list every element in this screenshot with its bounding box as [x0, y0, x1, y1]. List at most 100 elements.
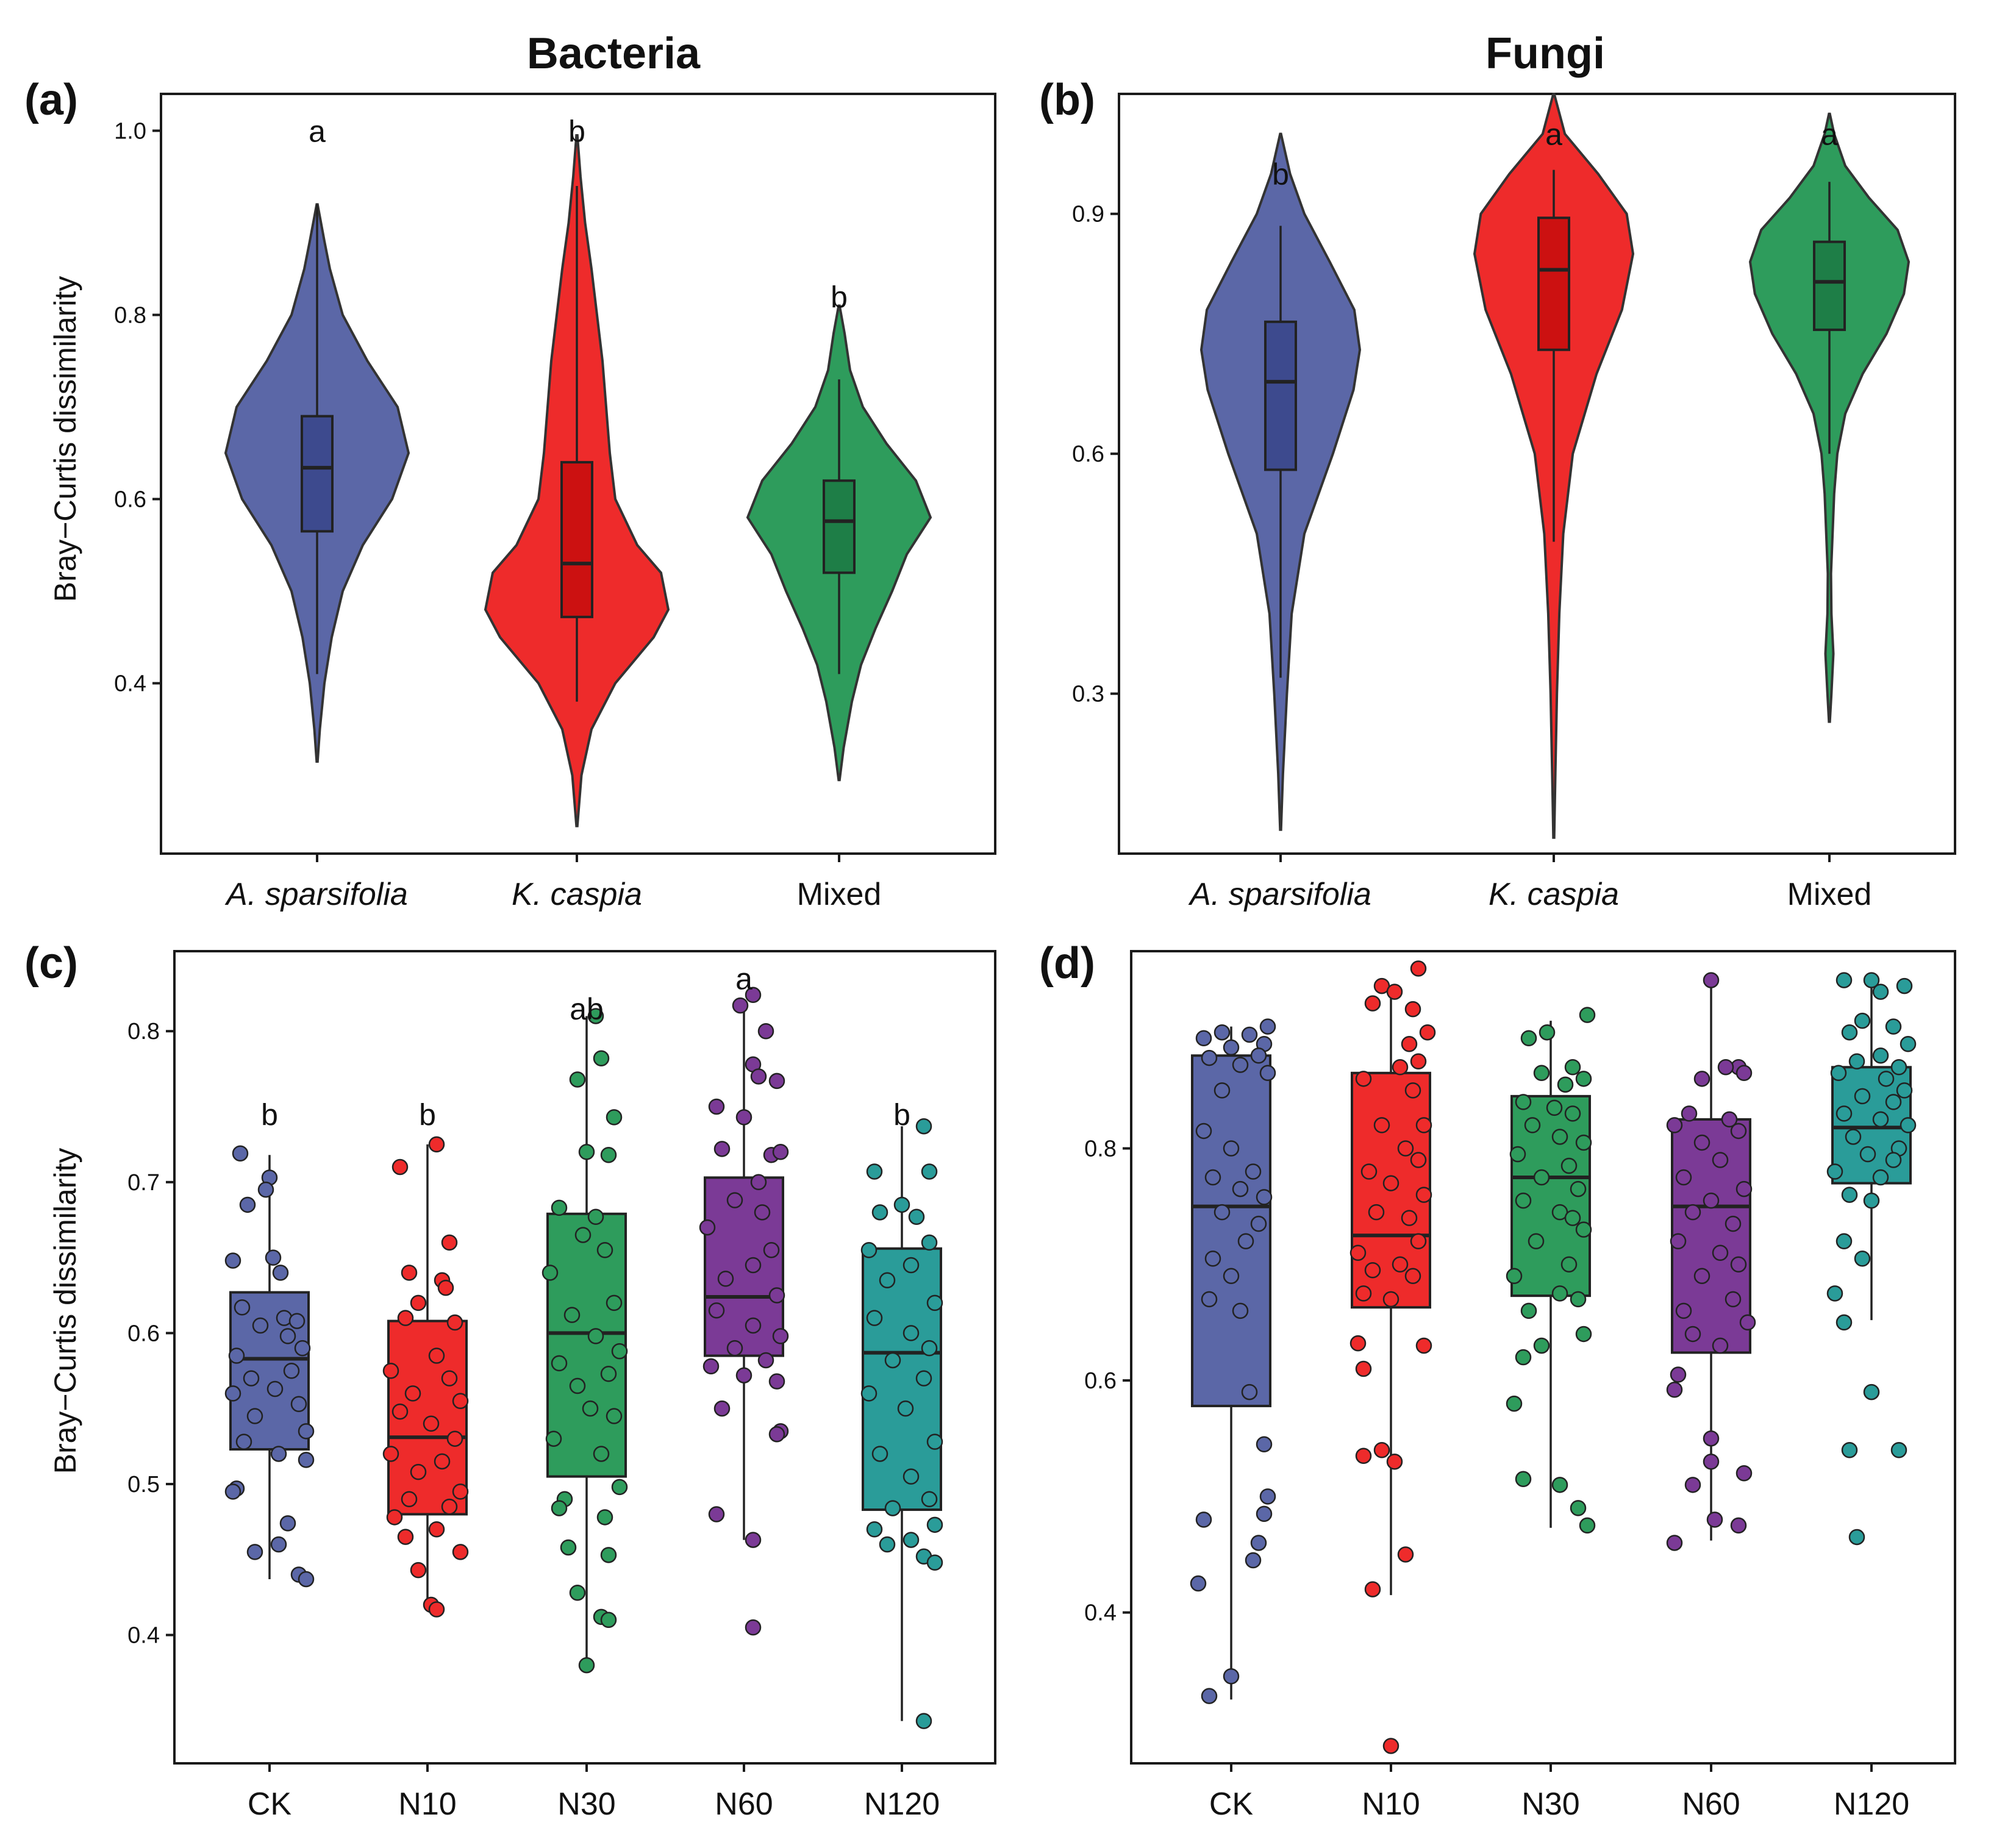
data-point-n120 [926, 1433, 943, 1450]
data-point-n10 [423, 1415, 440, 1432]
data-point-n60 [1725, 1291, 1742, 1308]
data-point-n30 [1520, 1302, 1537, 1319]
data-point-n10 [441, 1370, 458, 1387]
data-point-n30 [563, 1307, 581, 1323]
data-point-n30 [1564, 1105, 1581, 1122]
y-tick-label: 0.4 [127, 1623, 160, 1649]
data-point-ck [279, 1328, 296, 1344]
data-point-n60 [726, 1340, 743, 1357]
data-point-n10 [1355, 1071, 1372, 1087]
group-ck [1190, 1018, 1276, 1704]
data-point-ck [290, 1396, 307, 1413]
data-point-ck [270, 1536, 287, 1553]
data-point-n10 [446, 1314, 463, 1331]
data-point-n30 [611, 1479, 628, 1496]
x-tick-label-n30: N30 [1521, 1786, 1579, 1822]
box-n60 [704, 1176, 784, 1357]
data-point-n60 [745, 1257, 762, 1274]
data-point-n120 [1848, 1529, 1865, 1546]
panel-b-title: Fungi [1485, 29, 1605, 78]
data-point-ck [1201, 1291, 1218, 1308]
data-point-n120 [1872, 1169, 1889, 1186]
data-point-n10 [1404, 1082, 1421, 1099]
data-point-n30 [587, 1008, 604, 1024]
data-point-n10 [1419, 1024, 1436, 1041]
data-point-ck [1214, 1024, 1231, 1041]
data-point-n30 [1515, 1471, 1532, 1488]
data-point-n30 [1575, 1221, 1592, 1238]
data-point-ck [270, 1446, 287, 1462]
panel-a-violins: a b b [224, 114, 932, 827]
data-point-n30 [587, 1208, 604, 1225]
data-point-n10 [1382, 1738, 1399, 1754]
data-point-ck [1241, 1026, 1258, 1043]
data-point-n120 [1863, 1192, 1880, 1209]
data-point-n30 [593, 1050, 610, 1067]
data-point-n10 [441, 1498, 458, 1515]
data-point-ck [1256, 1189, 1273, 1205]
data-point-n120 [1826, 1163, 1843, 1180]
panel-a-y-axis-title: Bray−Curtis dissimilarity [48, 276, 82, 602]
data-point-n60 [702, 1358, 720, 1375]
data-point-n10 [1401, 1210, 1418, 1226]
data-point-n30 [596, 1509, 613, 1526]
box-a-sparsifolia [1264, 320, 1297, 471]
data-point-n120 [866, 1163, 883, 1180]
x-tick-label-n30: N30 [557, 1786, 615, 1822]
box-mixed [1813, 240, 1846, 331]
data-point-n60 [750, 1174, 767, 1191]
data-point-n10 [391, 1403, 409, 1420]
data-point-n10 [1364, 1262, 1381, 1279]
data-point-n30 [569, 1584, 586, 1601]
group-n60: a [699, 962, 789, 1636]
data-point-ck [1232, 1057, 1249, 1073]
data-point-n30 [1509, 1146, 1526, 1163]
data-point-n10 [1415, 1337, 1432, 1354]
panel-d-boxes [1190, 960, 1917, 1754]
data-point-n30 [1575, 1326, 1592, 1343]
data-point-n120 [921, 1163, 938, 1180]
panel-d-x-ticks: CK N10 N30 N60 N120 [1209, 1763, 1909, 1822]
data-point-n120 [1848, 1053, 1865, 1070]
y-tick-label: 0.4 [1084, 1601, 1117, 1626]
data-point-n60 [1703, 1192, 1720, 1209]
panel-b-y-ticks: 0.9 0.6 0.3 [1072, 202, 1119, 707]
data-point-n10 [410, 1562, 427, 1579]
data-point-n120 [1872, 983, 1889, 1000]
data-point-n120 [903, 1257, 920, 1274]
data-point-n10 [452, 1393, 469, 1410]
data-point-n30 [542, 1265, 559, 1281]
group-n30: ab [542, 992, 628, 1674]
data-point-n60 [745, 1532, 762, 1548]
data-point-n30 [1551, 1285, 1568, 1302]
data-point-n30 [1506, 1268, 1523, 1285]
data-point-n120 [1896, 977, 1913, 994]
data-point-n60 [708, 1506, 725, 1522]
data-point-n30 [1520, 1030, 1537, 1046]
sig-letter-a-sparsifolia: b [1272, 157, 1289, 191]
data-point-n60 [1681, 1105, 1698, 1122]
panel-a-title: Bacteria [527, 29, 701, 78]
data-point-n10 [437, 1279, 454, 1296]
data-point-n10 [1397, 1140, 1414, 1157]
data-point-n10 [428, 1347, 445, 1364]
box-n30 [546, 1212, 627, 1478]
data-point-n60 [763, 1241, 780, 1258]
data-point-n10 [1349, 1335, 1367, 1352]
data-point-n60 [768, 1373, 785, 1390]
data-point-n10 [397, 1529, 414, 1545]
data-point-n30 [582, 1400, 599, 1417]
data-point-n30 [551, 1355, 568, 1372]
data-point-ck [1256, 1436, 1273, 1452]
data-point-n10 [1355, 1285, 1372, 1302]
data-point-n10 [404, 1385, 421, 1402]
data-point-n30 [1533, 1065, 1550, 1082]
data-point-ck [1250, 1215, 1267, 1232]
box-mixed [823, 479, 856, 574]
data-point-ck [1241, 1383, 1258, 1401]
data-point-n60 [745, 1317, 762, 1334]
data-point-n120 [1835, 972, 1853, 988]
data-point-ck [1223, 1039, 1240, 1056]
group-n120: b [860, 1098, 943, 1729]
data-point-n120 [871, 1446, 888, 1462]
